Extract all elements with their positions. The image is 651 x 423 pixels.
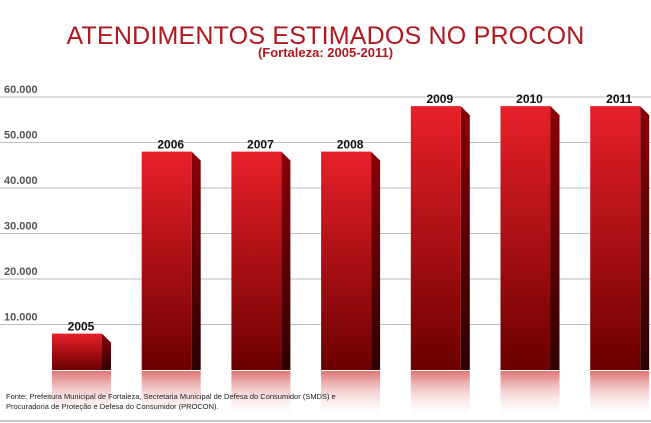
bar-side-2005 bbox=[102, 333, 111, 370]
bar-2010 bbox=[500, 106, 551, 370]
bar-label-2011: 2011 bbox=[606, 92, 632, 106]
bar-label-2009: 2009 bbox=[426, 92, 453, 106]
bar-label-2006: 2006 bbox=[157, 138, 184, 152]
bar-reflection-2007 bbox=[231, 371, 291, 419]
bar-reflection-2009 bbox=[410, 371, 470, 419]
bar-2009 bbox=[410, 106, 461, 370]
chart-source-note: Fonte: Prefeitura Municipal de Fortaleza… bbox=[6, 392, 336, 411]
bar-label-2005: 2005 bbox=[68, 320, 95, 334]
bar-reflection-2006 bbox=[141, 371, 201, 419]
bar-side-2010 bbox=[550, 106, 560, 370]
y-tick-label-10000: 10.000 bbox=[4, 312, 38, 324]
bar-2011 bbox=[590, 106, 641, 370]
y-tick-label-50000: 50.000 bbox=[4, 130, 38, 142]
chart-title: ATENDIMENTOS ESTIMADOS NO PROCON bbox=[66, 22, 585, 50]
y-tick-label-40000: 40.000 bbox=[4, 175, 38, 187]
bar-reflection-2011 bbox=[590, 371, 650, 419]
bar-2006 bbox=[141, 151, 192, 370]
bar-2005 bbox=[52, 333, 102, 370]
y-tick-label-30000: 30.000 bbox=[4, 221, 38, 233]
bar-reflection-2010 bbox=[500, 371, 560, 419]
bar-side-2007 bbox=[281, 151, 291, 370]
bar-side-2006 bbox=[191, 151, 201, 370]
bar-label-2008: 2008 bbox=[337, 138, 364, 152]
bar-reflection-2005 bbox=[52, 371, 111, 419]
bar-2008 bbox=[321, 151, 372, 370]
bar-side-2009 bbox=[460, 106, 470, 370]
bar-side-2011 bbox=[640, 106, 650, 370]
y-tick-label-60000: 60.000 bbox=[4, 84, 38, 96]
bar-2007 bbox=[231, 151, 282, 370]
y-tick-label-20000: 20.000 bbox=[4, 266, 38, 278]
bar-side-2008 bbox=[371, 151, 381, 370]
bar-label-2007: 2007 bbox=[247, 138, 274, 152]
chart-subtitle: (Fortaleza: 2005-2011) bbox=[257, 45, 394, 60]
bar-label-2010: 2010 bbox=[516, 92, 543, 106]
bar-reflection-2008 bbox=[321, 371, 381, 419]
